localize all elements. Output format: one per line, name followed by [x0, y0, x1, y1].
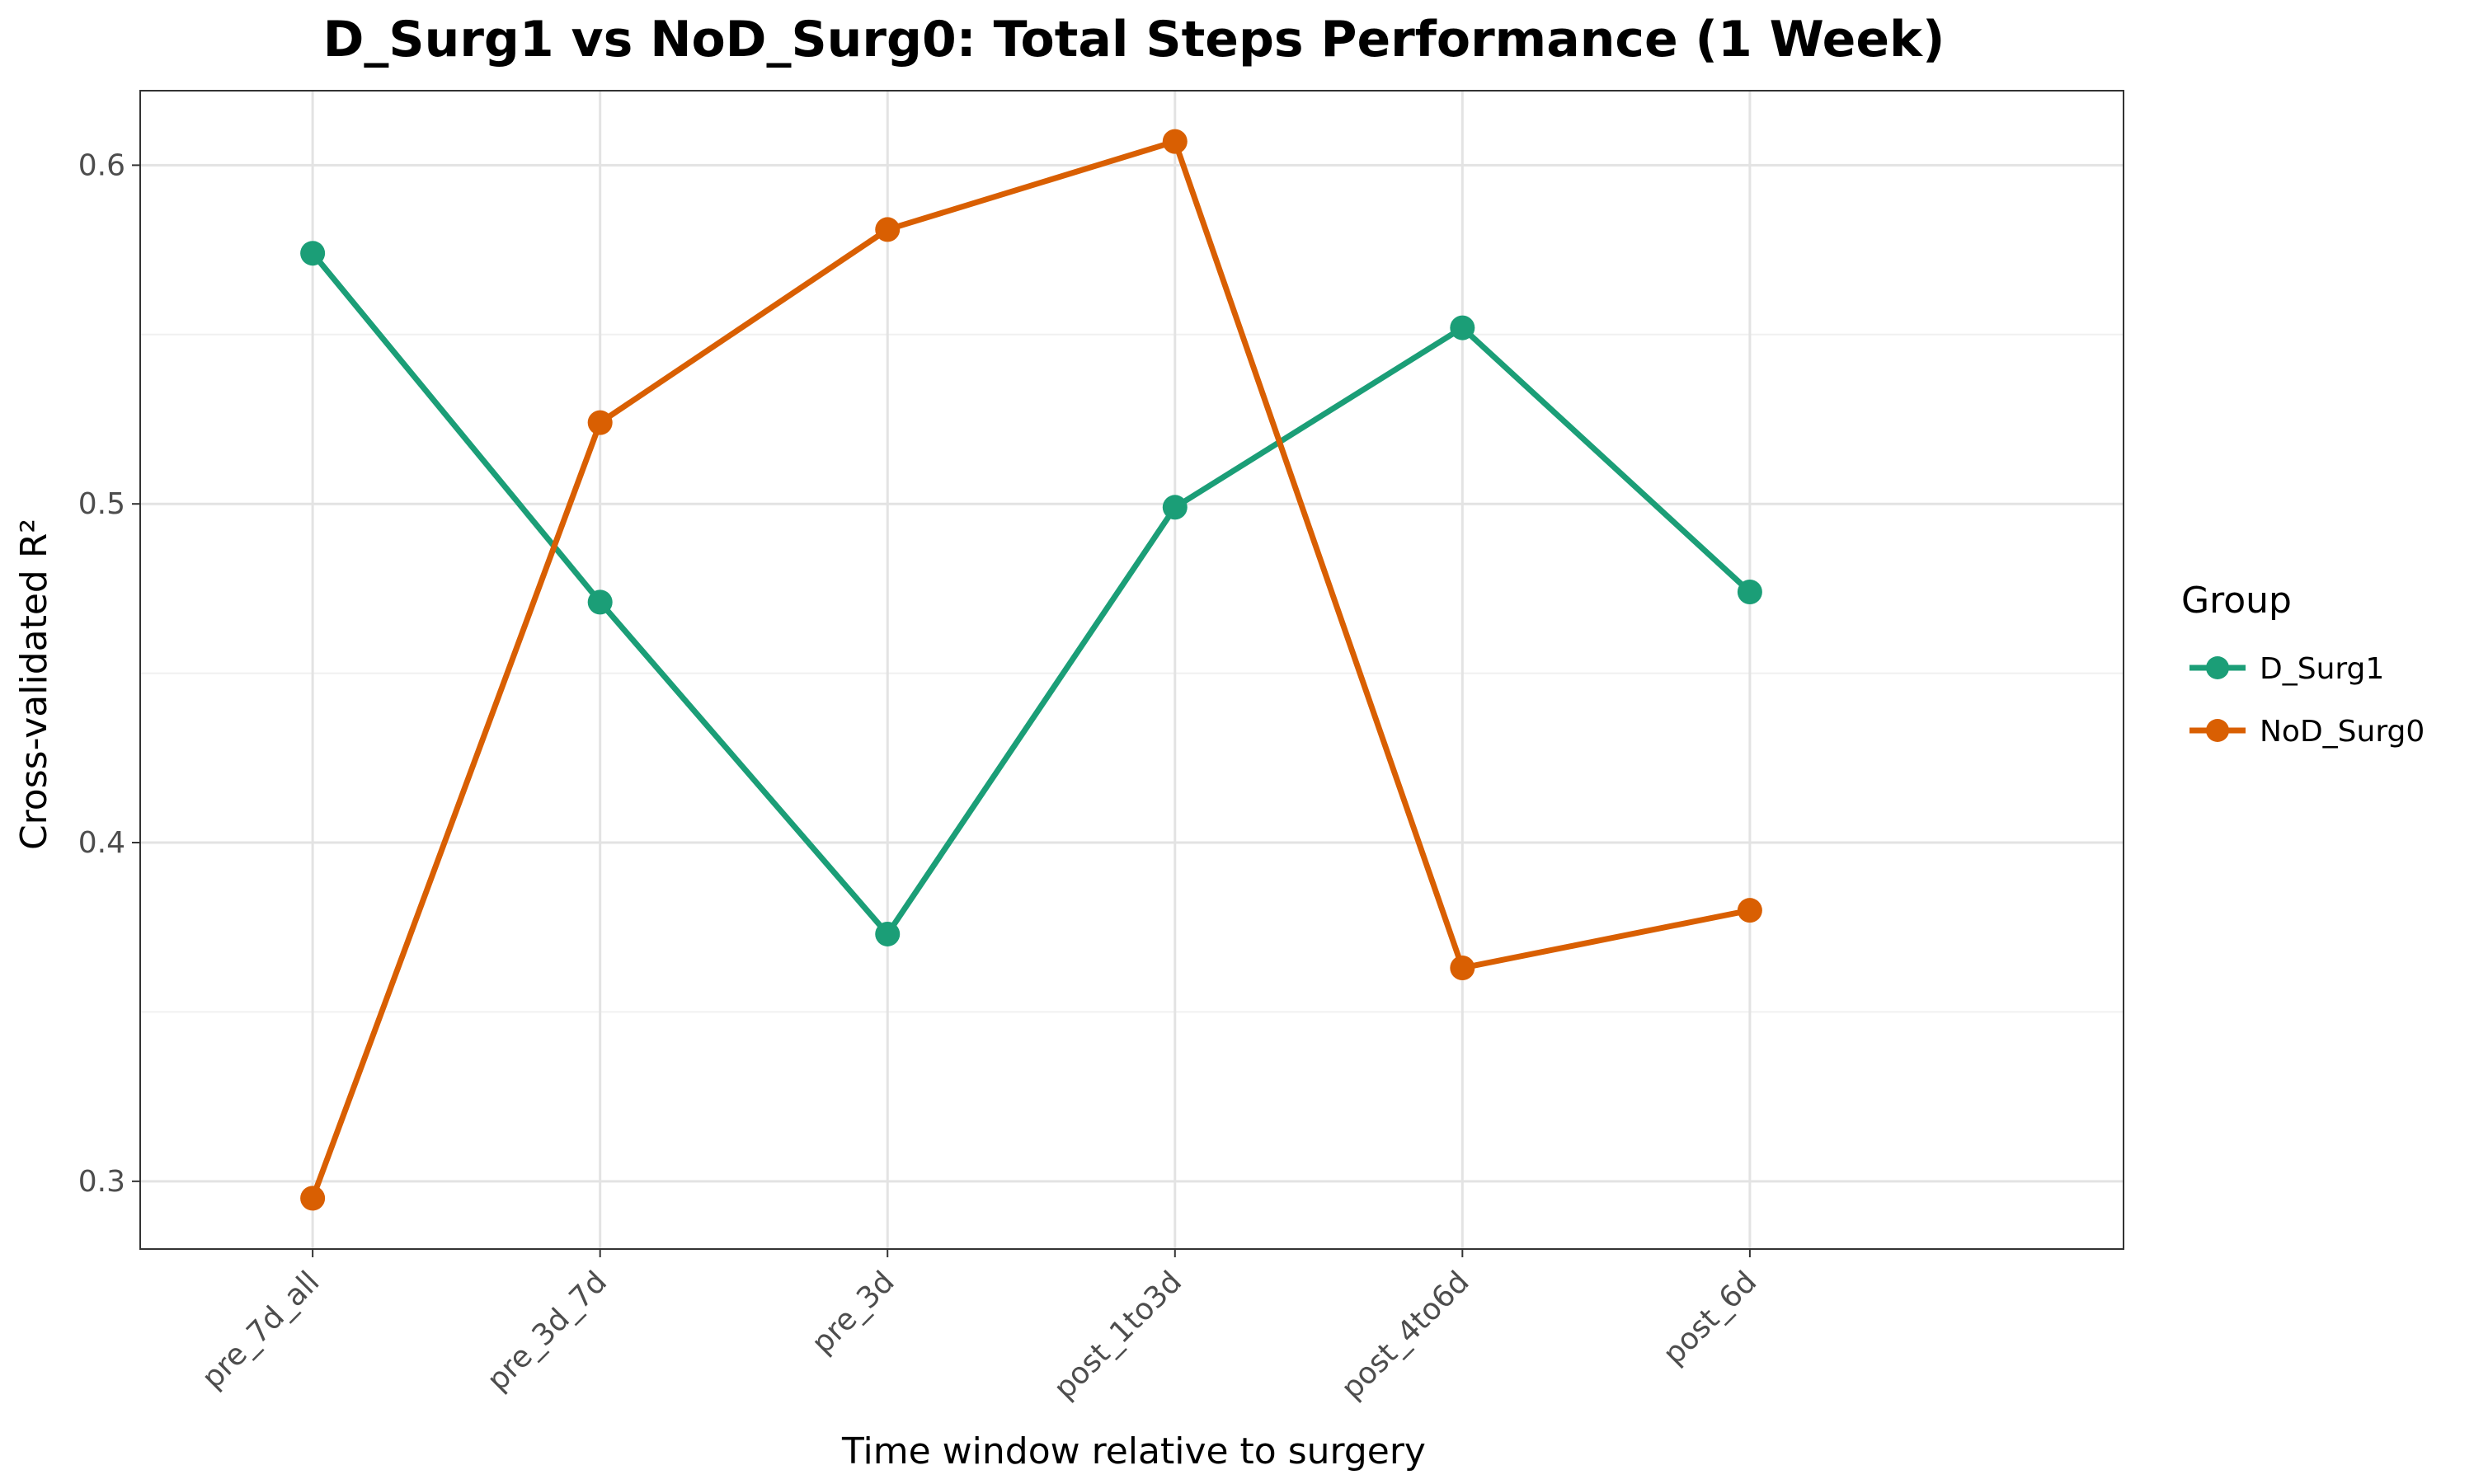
series-line: [309, 139, 1751, 1200]
y-tick-label: 0.4: [78, 826, 125, 860]
minor-gridlines: [140, 333, 2124, 1013]
data-point: [1737, 898, 1762, 923]
data-point: [1162, 495, 1188, 520]
major-gridlines: [140, 91, 2124, 1249]
legend-item: D_Surg1: [2189, 652, 2384, 686]
x-tick-label: post_1to3d: [1047, 1265, 1188, 1406]
x-tick-label: pre_7d_all: [195, 1265, 326, 1395]
legend-label: D_Surg1: [2260, 652, 2384, 686]
data-point: [587, 410, 613, 435]
data-point: [1162, 129, 1188, 154]
x-tick-label: post_4to6d: [1335, 1265, 1476, 1406]
x-axis: pre_7d_all pre_3d_7d pre_3d post_1to3d post_…: [195, 1249, 1763, 1406]
legend-items: D_Surg1 NoD_Surg0: [2189, 652, 2425, 749]
y-axis: 0.3 0.4 0.5 0.6: [78, 148, 140, 1199]
data-point: [587, 589, 613, 615]
legend-item: NoD_Surg0: [2189, 715, 2425, 749]
y-tick-label: 0.3: [78, 1165, 125, 1199]
series-NoD_Surg0: [300, 129, 1762, 1211]
legend-title: Group: [2181, 580, 2292, 622]
y-axis-title: Cross-validated R²: [13, 519, 55, 850]
data-point: [300, 1186, 326, 1211]
data-point: [300, 241, 326, 266]
x-tick-label: pre_3d_7d: [481, 1265, 614, 1397]
y-tick-label: 0.5: [78, 487, 125, 521]
data-point: [875, 921, 901, 946]
x-tick-label: post_6d: [1657, 1265, 1763, 1371]
data-point: [1450, 956, 1475, 981]
plot-panel: [140, 91, 2124, 1249]
data-point: [1450, 315, 1475, 340]
y-tick-label: 0.6: [78, 148, 125, 182]
x-axis-title: Time window relative to surgery: [841, 1430, 1426, 1472]
x-tick-label: pre_3d: [806, 1265, 901, 1360]
legend-label: NoD_Surg0: [2260, 715, 2425, 749]
plot-border: [139, 90, 2124, 1250]
data-point: [1737, 580, 1762, 605]
legend-key-point: [2206, 656, 2229, 679]
chart-title: D_Surg1 vs NoD_Surg0: Total Steps Perfor…: [323, 11, 1945, 68]
legend-key-point: [2206, 719, 2229, 742]
data-point: [875, 217, 901, 242]
series-layer: [300, 129, 1762, 1211]
legend: Group D_Surg1 NoD_Surg0: [2181, 580, 2425, 749]
